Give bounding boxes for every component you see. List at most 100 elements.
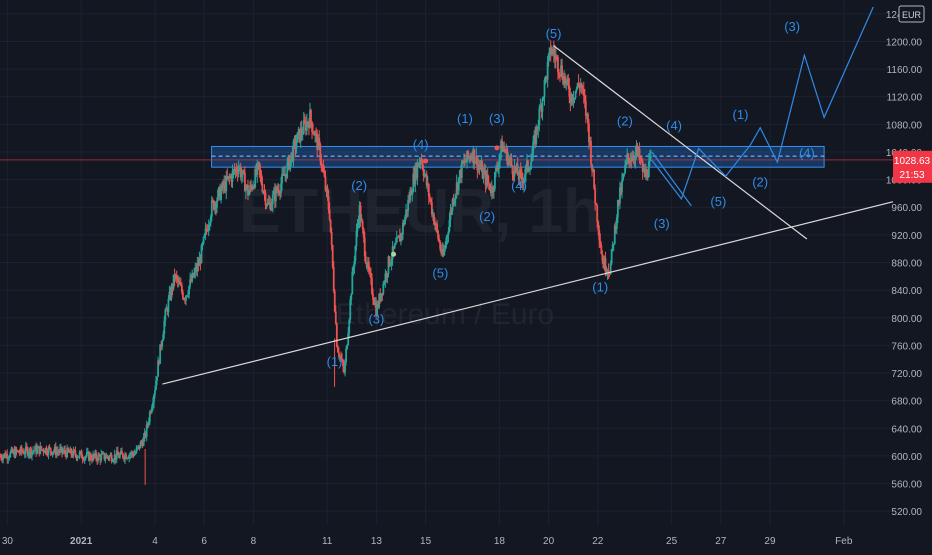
wave-label: (4): [511, 178, 527, 193]
candle-body: [95, 452, 97, 459]
candle-body: [367, 261, 370, 271]
candle-body: [496, 167, 498, 170]
candle-body: [199, 258, 202, 264]
candle-body: [454, 194, 457, 199]
candle-body: [571, 94, 574, 102]
candle-body: [560, 65, 562, 75]
x-tick-label: 22: [592, 536, 604, 547]
candle-body: [124, 454, 126, 460]
candle-body: [425, 174, 428, 186]
candle-body: [284, 173, 287, 176]
candle-body: [173, 274, 176, 280]
candle-body: [138, 445, 141, 449]
candle-body: [611, 244, 614, 249]
candle-body: [139, 442, 142, 449]
candle-body: [577, 83, 580, 86]
candle-body: [220, 189, 223, 200]
candle-body: [437, 230, 439, 239]
wave-label: (1): [327, 354, 343, 369]
candle-body: [273, 190, 276, 202]
candle-body: [247, 184, 249, 196]
candle-body: [381, 293, 384, 295]
candle-body: [447, 231, 450, 236]
currency-badge[interactable]: [898, 5, 925, 23]
last-price-tag[interactable]: [893, 150, 932, 183]
candle-body: [280, 183, 282, 193]
candle-body: [629, 160, 632, 163]
candle-body: [557, 56, 559, 72]
candle-body: [170, 285, 173, 299]
candle-body: [380, 293, 383, 301]
candle-body: [54, 446, 57, 455]
candle-body: [345, 348, 348, 363]
candle-body: [477, 165, 480, 171]
candle-body: [292, 141, 295, 161]
candle-body: [552, 48, 555, 55]
candle-body: [498, 160, 500, 170]
candle-body: [133, 453, 136, 456]
candle-body: [389, 263, 392, 266]
candle-body: [169, 291, 172, 299]
candle-body: [307, 121, 309, 124]
candle-body: [7, 457, 10, 459]
candle-body: [549, 47, 552, 55]
candle-body: [499, 153, 501, 161]
projection-path[interactable]: [651, 6, 874, 207]
candle-body: [205, 228, 208, 230]
wave-label: (3): [489, 111, 505, 126]
candle-body: [515, 164, 518, 171]
candle-body: [422, 169, 425, 176]
y-tick-label: 880.00: [891, 259, 922, 270]
candle-body: [269, 202, 272, 211]
horizontal-zone[interactable]: [0, 145, 893, 168]
candle-body: [623, 173, 625, 176]
x-tick-label: 4: [152, 536, 158, 547]
candle-body: [165, 309, 168, 311]
axes[interactable]: 520.00 560.00 600.00 640.00 680.00 720.00 760.…: [2, 5, 932, 547]
candle-body: [590, 140, 592, 165]
candle-body: [149, 411, 152, 413]
candle-body: [450, 210, 453, 212]
candle-body: [132, 453, 135, 456]
candle-body: [501, 140, 504, 152]
candle-body: [328, 209, 331, 220]
watermark: ETHEUR, 1h Ethereum / Euro: [239, 177, 601, 331]
candle-body: [142, 437, 145, 446]
candle-body: [347, 332, 350, 345]
candle-body: [334, 311, 337, 324]
candle-body: [348, 319, 351, 333]
candle-body: [585, 113, 588, 116]
candle-body: [137, 445, 140, 448]
candle-body: [221, 182, 224, 190]
candle-body: [393, 244, 396, 249]
candle-body: [494, 172, 496, 189]
candle-body: [278, 190, 280, 193]
wave-label: (5): [432, 266, 448, 281]
candle-body: [206, 229, 209, 231]
candle-body: [131, 452, 134, 454]
candle-body: [620, 187, 622, 193]
candle-body: [227, 176, 230, 179]
wave-label: (4): [799, 146, 815, 161]
trendlines[interactable]: [162, 45, 894, 385]
candle-body: [396, 237, 399, 239]
candle-body: [26, 448, 29, 456]
candle-body: [495, 167, 497, 173]
candle-body: [635, 145, 638, 153]
candle-body: [483, 170, 486, 172]
candle-body: [411, 191, 414, 196]
candle-body: [60, 446, 62, 449]
candle-body: [526, 160, 528, 166]
currency-label: EUR: [902, 10, 922, 20]
wave-label: (2): [479, 209, 495, 224]
candle-body: [257, 162, 260, 164]
candle-body: [1, 458, 3, 460]
candle-body: [406, 209, 408, 212]
candle-body: [503, 147, 506, 151]
candle-body: [559, 73, 561, 75]
candle-body: [252, 185, 255, 189]
candle-body: [274, 187, 277, 202]
candle-body: [578, 85, 581, 89]
